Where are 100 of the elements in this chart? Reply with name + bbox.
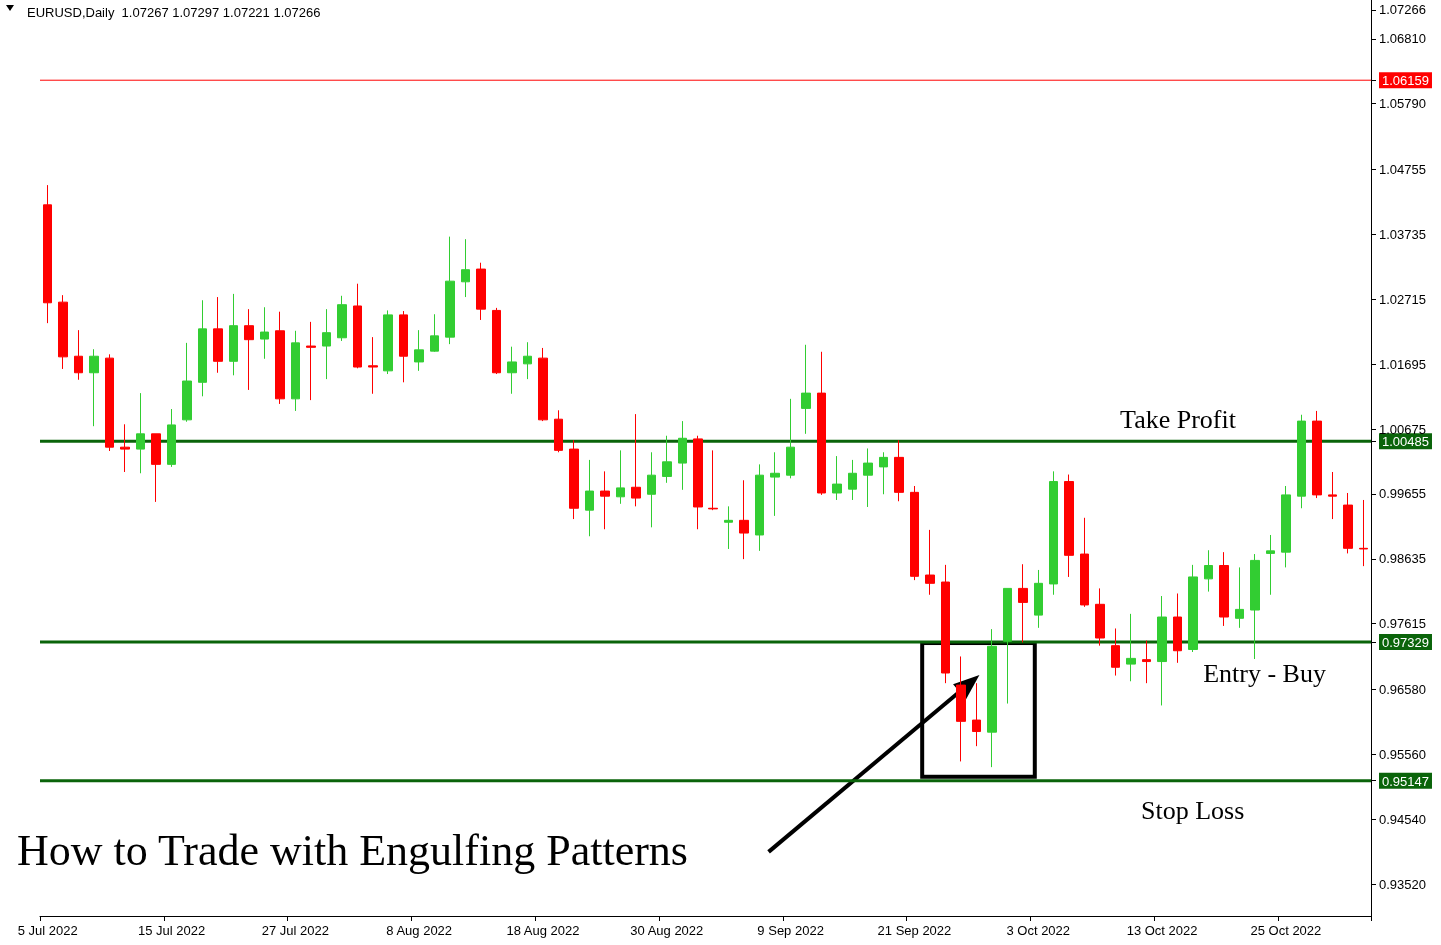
candlestick	[1297, 414, 1306, 509]
candlestick	[801, 344, 811, 435]
y-tick-label: 0.95147	[1382, 773, 1429, 789]
x-tick-label: 13 Oct 2022	[1126, 923, 1198, 938]
candlestick	[894, 439, 904, 502]
candlestick	[58, 294, 68, 370]
candlestick	[1343, 492, 1353, 554]
y-tick-label: 1.00485	[1382, 434, 1429, 450]
candlestick	[1126, 613, 1136, 682]
candlestick	[1328, 471, 1337, 520]
candlestick	[925, 529, 935, 596]
candlestick	[1034, 569, 1043, 629]
x-tick-label: 25 Oct 2022	[1250, 923, 1322, 938]
candlestick	[1080, 517, 1089, 608]
candlestick	[1266, 534, 1275, 596]
candlestick	[383, 309, 393, 375]
candlestick	[1095, 587, 1105, 647]
candlestick	[956, 655, 966, 762]
ref-line-label: Entry - Buy	[1203, 659, 1326, 689]
y-tick-label: 0.97329	[1382, 634, 1429, 650]
y-tick-label: 0.99655	[1379, 486, 1426, 502]
candlestick	[1312, 410, 1322, 499]
y-tick-label: 0.96580	[1379, 682, 1426, 698]
candlestick	[1219, 551, 1229, 627]
candlestick	[1064, 474, 1074, 578]
y-tick-label: 1.00675	[1379, 421, 1426, 437]
chart-subtitle: EURUSD,Daily 1.07267 1.07297 1.07221 1.07266	[27, 5, 321, 20]
y-tick-label: 1.05790	[1379, 96, 1426, 112]
candlestick	[693, 435, 703, 530]
candlestick	[399, 310, 408, 383]
candlestick	[1250, 553, 1260, 660]
candlestick	[554, 409, 563, 453]
candlestick	[120, 423, 130, 473]
candlestick	[151, 433, 161, 503]
candlestick	[941, 564, 950, 684]
candlestick	[74, 329, 83, 381]
candlestick	[1111, 627, 1120, 677]
candlestick	[1173, 592, 1182, 664]
y-tick-label: 1.01695	[1379, 356, 1426, 372]
candlestick	[291, 330, 300, 412]
candlestick	[105, 353, 114, 452]
x-tick-label: 3 Oct 2022	[1006, 923, 1071, 938]
x-tick-label: 27 Jul 2022	[261, 923, 329, 938]
candlestick	[430, 313, 439, 353]
candlestick	[1157, 595, 1167, 706]
candlestick	[569, 439, 579, 520]
x-tick-label: 18 Aug 2022	[506, 923, 580, 938]
candlestick	[43, 184, 52, 324]
x-tick-label: 5 Jul 2022	[17, 923, 78, 938]
candlestick	[879, 451, 888, 495]
candlestick	[987, 628, 997, 768]
y-tick-label: 0.97615	[1379, 616, 1426, 632]
candlestick	[863, 447, 873, 508]
candlestick	[368, 336, 378, 395]
candlestick	[523, 341, 532, 380]
candlestick	[306, 321, 316, 401]
candlestick	[910, 485, 919, 581]
candlestick	[786, 398, 795, 479]
candlestick	[1235, 566, 1244, 629]
x-tick-label: 9 Sep 2022	[757, 923, 824, 938]
y-tick-label: 0.94540	[1379, 811, 1426, 827]
candlestick	[353, 283, 362, 369]
y-tick-label: 1.02715	[1379, 291, 1426, 307]
candlestick	[182, 342, 192, 423]
candlestick	[770, 451, 780, 517]
candlestick	[1142, 640, 1151, 684]
candlestick	[461, 238, 470, 298]
x-tick-label: 21 Sep 2022	[877, 923, 952, 938]
y-tick-label: 1.06810	[1379, 31, 1426, 47]
candlestick	[1359, 499, 1368, 567]
candlestick	[1049, 470, 1058, 596]
candlestick	[662, 435, 672, 484]
candlestick	[739, 479, 749, 560]
candlestick	[678, 420, 687, 491]
candlestick	[848, 459, 857, 501]
candlestick	[213, 296, 223, 374]
candlestick	[167, 408, 176, 468]
candlestick	[631, 413, 641, 507]
candlestick	[647, 451, 656, 528]
candlestick	[708, 449, 718, 511]
candlestick	[972, 682, 981, 747]
candlestick	[585, 459, 594, 537]
text: How to Trade with Engulfing Patterns	[17, 825, 688, 875]
candlestick	[89, 348, 99, 427]
candlestick	[492, 307, 501, 375]
candlestick	[600, 470, 610, 530]
ref-line-label: Stop Loss	[1140, 796, 1245, 826]
candlestick	[817, 351, 826, 496]
candlestick	[538, 347, 548, 422]
candlestick	[755, 463, 764, 552]
candlestick	[1204, 549, 1213, 593]
y-tick-label: 1.03735	[1379, 226, 1426, 242]
candlestick	[198, 299, 207, 397]
candlestick	[229, 293, 238, 376]
y-tick-label: 0.93520	[1379, 876, 1426, 892]
candlestick	[616, 449, 625, 505]
candlestick	[414, 329, 424, 372]
x-tick-label: 30 Aug 2022	[630, 923, 704, 938]
y-tick-label: 1.07266	[1379, 2, 1426, 18]
y-tick-label: 1.04755	[1379, 162, 1426, 178]
